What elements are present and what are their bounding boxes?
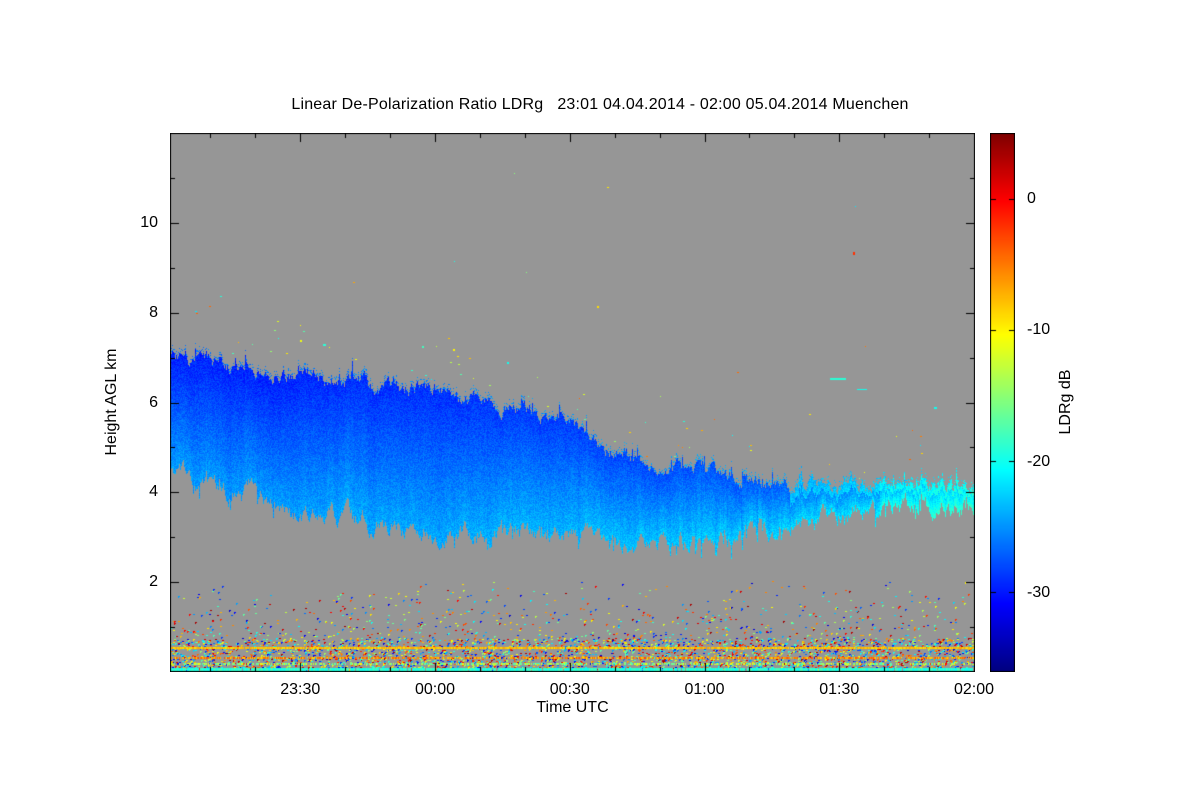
colorbar-tick-label: 0 xyxy=(1027,189,1036,207)
y-tick-label: 8 xyxy=(149,303,158,321)
colorbar-label: LDRg dB xyxy=(1057,369,1074,435)
y-tick-label: 6 xyxy=(149,393,158,411)
colorbar-gradient xyxy=(990,133,1015,672)
x-tick-label: 23:30 xyxy=(280,681,321,698)
x-axis-label: Time UTC xyxy=(536,699,609,716)
x-tick-label: 01:00 xyxy=(684,681,725,698)
plot-title: Linear De-Polarization Ratio LDRg 23:01 … xyxy=(291,96,909,113)
y-tick-label: 2 xyxy=(149,573,158,591)
time-height-heatmap xyxy=(170,133,975,672)
x-tick-label: 00:30 xyxy=(549,681,590,698)
x-tick-label: 01:30 xyxy=(819,681,860,698)
colorbar-tick-label: -20 xyxy=(1027,452,1051,470)
y-tick-label: 4 xyxy=(149,483,158,501)
colorbar-tick-label: -10 xyxy=(1027,321,1051,339)
colorbar-tick-label: -30 xyxy=(1027,584,1051,602)
x-tick-label: 02:00 xyxy=(953,681,995,698)
y-tick-label: 10 xyxy=(140,213,158,231)
x-tick-label: 00:00 xyxy=(414,681,456,698)
